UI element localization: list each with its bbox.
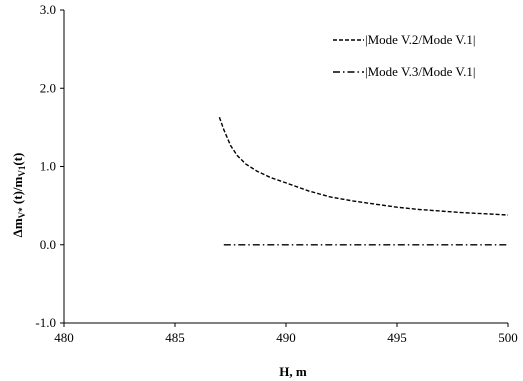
x-tick-label: 485: [165, 330, 185, 345]
x-tick-label: 480: [54, 330, 74, 345]
y-tick-label: 3.0: [40, 2, 56, 17]
y-label-middle: (t)/m: [10, 177, 25, 208]
y-tick-label: 1.0: [40, 159, 56, 174]
legend-label-1: |Mode V.2/Mode V.1|: [365, 32, 475, 47]
y-tick-label: 0.0: [40, 237, 56, 252]
x-tick-label: 500: [498, 330, 518, 345]
y-label-sub2: V1: [17, 165, 27, 176]
plot-area: [218, 116, 509, 246]
y-ticks: -1.0 0.0 1.0 2.0 3.0: [35, 2, 64, 330]
y-label-suffix: (t): [10, 153, 25, 166]
y-label-prefix: Δm: [10, 218, 25, 237]
x-tick-label: 490: [276, 330, 296, 345]
x-ticks: 480 485 490 495 500: [54, 323, 518, 345]
y-tick-label: -1.0: [35, 315, 56, 330]
x-axis-label: H, m: [279, 364, 307, 379]
axes: [63, 10, 508, 324]
legend-label-2: |Mode V.3/Mode V.1|: [365, 64, 475, 79]
legend: |Mode V.2/Mode V.1| |Mode V.3/Mode V.1|: [333, 32, 475, 79]
y-axis-label: ΔmV* (t)/mV1(t): [10, 153, 27, 238]
y-label-sub1: V*: [17, 207, 27, 218]
series-line-1: [218, 116, 509, 216]
y-tick-label: 2.0: [40, 80, 56, 95]
x-tick-label: 495: [387, 330, 407, 345]
